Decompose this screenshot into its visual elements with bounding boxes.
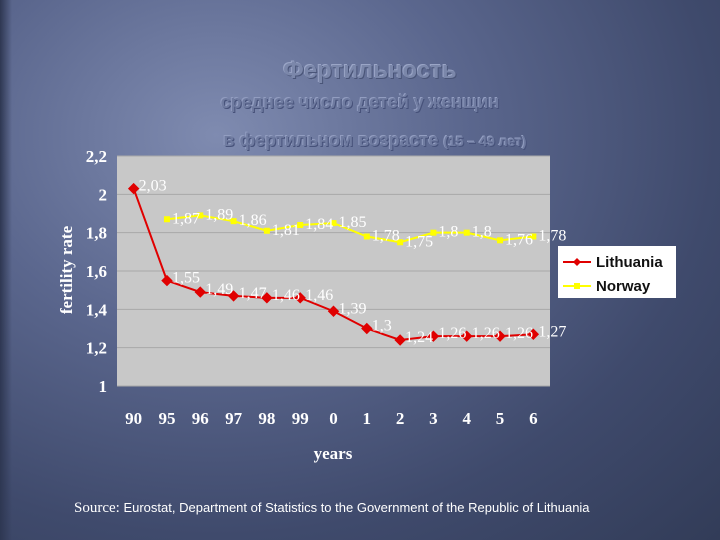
data-label: 1,78: [538, 228, 566, 245]
y-axis-title: fertility rate: [57, 225, 76, 314]
data-point: [230, 218, 237, 225]
data-point: [497, 237, 504, 244]
data-label: 1,47: [239, 285, 267, 302]
data-point: [261, 292, 273, 304]
data-label: 1,3: [372, 318, 392, 335]
data-label: 1,27: [538, 323, 566, 340]
data-point: [463, 229, 470, 236]
source-text: Eurostat, Department of Statistics to th…: [123, 500, 590, 515]
x-tick-label: 90: [125, 409, 142, 428]
y-tick-label: 1,6: [86, 262, 107, 281]
data-point: [127, 182, 140, 195]
data-point: [297, 222, 304, 228]
data-labels: 2,03 1,55 1,49 1,47 1,46 1,46 1,39 1,3 1,24 1,26 1…: [139, 178, 567, 346]
x-tick-label: 95: [158, 409, 175, 428]
series-line-norway: [166, 214, 534, 244]
x-tick-label: 98: [258, 409, 275, 428]
y-tick-label: 2,2: [86, 147, 107, 166]
data-point: [527, 328, 540, 340]
subtitle-2-range: (15 – 49 лет): [443, 133, 527, 149]
x-tick-label: 4: [462, 409, 471, 428]
data-label: 1,86: [239, 212, 267, 229]
data-point: [161, 274, 173, 287]
x-axis-ticks: 90 95 96 97 98 99 0 1 2 3 4 5 6: [125, 409, 537, 428]
data-point: [363, 233, 370, 240]
y-tick-label: 1,2: [86, 339, 107, 358]
data-label: 1,78: [372, 228, 400, 245]
legend-label-norway: Norway: [596, 278, 651, 295]
x-axis-title: years: [314, 444, 353, 463]
data-label: 1,75: [405, 233, 433, 250]
data-label: 1,8: [472, 224, 492, 241]
series-layer: [127, 182, 540, 346]
x-tick-label: 96: [192, 409, 209, 428]
data-point: [163, 216, 170, 223]
y-tick-label: 1,8: [86, 224, 107, 243]
x-tick-label: 99: [292, 409, 309, 428]
legend-label-lithuania: Lithuania: [596, 254, 663, 271]
x-tick-label: 0: [329, 409, 338, 428]
data-point: [194, 286, 206, 298]
data-point: [197, 212, 204, 219]
data-point: [397, 239, 404, 246]
data-label: 1,76: [505, 231, 533, 248]
data-label: 1,87: [172, 210, 200, 227]
x-tick-label: 6: [529, 409, 538, 428]
data-label: 2,03: [139, 178, 167, 195]
data-label: 1,26: [505, 325, 533, 342]
data-point: [427, 330, 440, 342]
source-note: Source: Eurostat, Department of Statisti…: [74, 500, 714, 517]
data-label: 1,26: [438, 325, 466, 342]
legend-marker: [573, 258, 581, 266]
data-label: 1,49: [205, 281, 233, 298]
x-tick-label: 5: [496, 409, 505, 428]
data-point: [294, 292, 306, 304]
x-tick-label: 3: [429, 409, 438, 428]
x-tick-label: 1: [363, 409, 372, 428]
slide-title: Фертильность: [283, 57, 457, 84]
data-point: [227, 290, 240, 302]
data-label: 1,46: [272, 287, 300, 304]
data-label: 1,26: [472, 325, 500, 342]
data-label: 1,85: [339, 214, 367, 231]
data-label: 1,84: [305, 216, 333, 233]
subtitle-2-text: в фертильном возрасте: [223, 130, 439, 150]
data-point: [394, 334, 406, 346]
data-point: [530, 233, 537, 240]
data-label: 1,39: [339, 300, 367, 317]
data-label: 1,81: [272, 222, 300, 239]
data-label: 1,89: [205, 206, 233, 223]
y-tick-label: 1: [99, 377, 108, 396]
data-label: 1,24: [405, 329, 433, 346]
y-axis-ticks: 1 1,2 1,4 1,6 1,8 2 2,2: [86, 147, 108, 396]
slide-edge: [0, 0, 12, 540]
x-tick-label: 2: [396, 409, 405, 428]
data-point: [494, 330, 506, 342]
legend-marker: [574, 283, 580, 289]
slide-subtitle-2: в фертильном возрасте (15 – 49 лет): [150, 130, 600, 151]
source-label: Source:: [74, 500, 120, 516]
title-block: Фертильность среднее число детей у женщи…: [0, 0, 720, 160]
data-point: [330, 220, 337, 227]
x-tick-label: 97: [225, 409, 243, 428]
legend: Lithuania Norway: [558, 246, 676, 298]
data-point: [263, 227, 270, 234]
data-label: 1,8: [438, 224, 458, 241]
y-tick-label: 1,4: [86, 300, 108, 319]
legend-box: [558, 246, 676, 298]
gridlines: [117, 155, 550, 387]
data-point: [361, 322, 373, 335]
data-point: [461, 330, 473, 342]
slide-subtitle: среднее число детей у женщин: [220, 92, 500, 112]
data-label: 1,46: [305, 287, 333, 304]
data-point: [430, 229, 437, 236]
y-tick-label: 2: [99, 185, 108, 204]
data-label: 1,55: [172, 270, 200, 287]
data-point: [327, 305, 340, 317]
